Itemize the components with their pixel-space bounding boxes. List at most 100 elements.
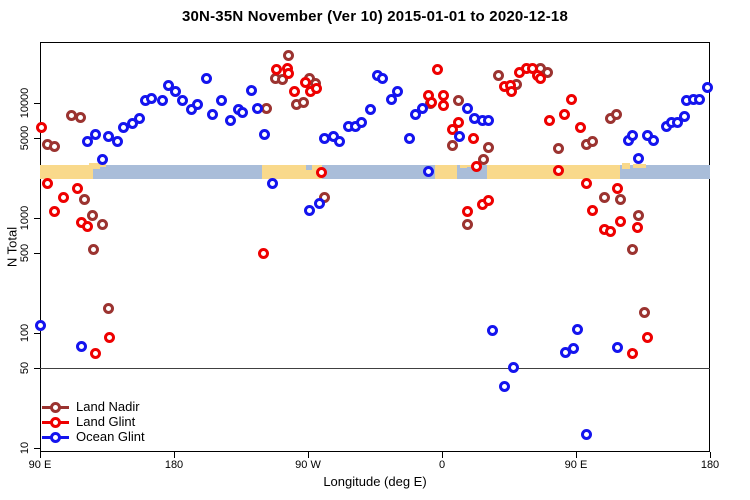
scatter-point-land-glint <box>41 178 53 190</box>
map-band-coast-ocean <box>305 164 312 170</box>
scatter-point-land-nadir <box>482 142 494 154</box>
scatter-point-ocean-glint <box>580 429 592 441</box>
x-axis-title: Longitude (deg E) <box>323 474 427 489</box>
scatter-point-ocean-glint <box>201 73 213 85</box>
map-band-segment-land <box>40 164 93 179</box>
x-tick-label: 0 <box>438 459 446 471</box>
scatter-point-ocean-glint <box>417 103 429 115</box>
scatter-point-ocean-glint <box>117 122 129 134</box>
scatter-point-land-glint <box>586 204 598 216</box>
scatter-point-land-glint <box>437 99 449 111</box>
scatter-point-land-nadir <box>627 244 639 256</box>
scatter-point-land-glint <box>566 93 578 105</box>
scatter-point-ocean-glint <box>567 343 579 355</box>
scatter-point-ocean-glint <box>76 340 88 352</box>
map-band-coast-land <box>99 163 106 167</box>
scatter-point-ocean-glint <box>102 131 114 143</box>
y-tick-label: 1000 <box>19 205 31 231</box>
x-tick-label: 90 E <box>564 459 588 471</box>
scatter-point-ocean-glint <box>216 94 228 106</box>
scatter-point-ocean-glint <box>177 95 189 107</box>
scatter-point-ocean-glint <box>245 84 257 96</box>
scatter-point-ocean-glint <box>251 103 263 115</box>
scatter-point-land-glint <box>299 76 311 88</box>
scatter-point-ocean-glint <box>671 116 683 128</box>
legend-marker-circle <box>50 432 61 443</box>
scatter-point-land-glint <box>580 178 592 190</box>
scatter-point-land-glint <box>289 85 301 97</box>
scatter-point-land-nadir <box>283 49 295 61</box>
map-band-segment-land <box>435 164 457 179</box>
scatter-point-land-nadir <box>493 69 505 81</box>
x-tick <box>576 452 577 458</box>
y-tick <box>34 333 40 334</box>
scatter-point-land-glint <box>627 347 639 359</box>
legend-label: Land Glint <box>76 414 136 430</box>
map-band-coast-land <box>622 162 630 169</box>
scatter-point-land-glint <box>71 182 83 194</box>
scatter-point-land-nadir <box>298 96 310 108</box>
scatter-point-ocean-glint <box>266 178 278 190</box>
map-band-coast-land <box>632 163 646 168</box>
scatter-point-ocean-glint <box>482 114 494 126</box>
scatter-point-ocean-glint <box>303 204 315 216</box>
scatter-point-land-glint <box>461 206 473 218</box>
y-tick-label: 5000 <box>19 125 31 150</box>
scatter-point-land-nadir <box>277 74 289 86</box>
y-tick <box>34 103 40 104</box>
scatter-point-land-glint <box>543 114 555 126</box>
scatter-point-land-glint <box>641 332 653 344</box>
scatter-point-ocean-glint <box>126 118 138 130</box>
scatter-point-ocean-glint <box>694 93 706 105</box>
x-tick <box>174 452 175 458</box>
scatter-point-land-nadir <box>446 139 458 151</box>
scatter-point-land-glint <box>615 215 627 227</box>
scatter-point-ocean-glint <box>146 92 158 104</box>
x-tick-label: 90 W <box>295 459 321 471</box>
scatter-point-ocean-glint <box>314 197 326 209</box>
x-tick <box>710 452 711 458</box>
scatter-point-land-glint <box>558 108 570 120</box>
scatter-point-land-glint <box>432 64 444 76</box>
scatter-point-ocean-glint <box>633 153 645 165</box>
x-tick-label: 90 E <box>28 459 52 471</box>
scatter-point-ocean-glint <box>409 108 421 120</box>
scatter-point-ocean-glint <box>34 319 46 331</box>
legend-label: Ocean Glint <box>76 429 145 445</box>
scatter-point-ocean-glint <box>499 381 511 393</box>
scatter-point-land-glint <box>506 85 518 97</box>
scatter-point-land-nadir <box>461 219 473 231</box>
scatter-point-ocean-glint <box>111 136 123 148</box>
scatter-point-land-glint <box>467 133 479 145</box>
y-tick <box>34 137 40 139</box>
scatter-point-land-glint <box>446 123 458 135</box>
y-tick-label: 100 <box>19 323 31 343</box>
map-band-coast-land <box>89 162 100 169</box>
scatter-point-ocean-glint <box>679 111 691 123</box>
scatter-point-ocean-glint <box>169 86 181 98</box>
y-tick <box>34 218 40 219</box>
scatter-point-ocean-glint <box>333 136 345 148</box>
scatter-point-land-glint <box>604 226 616 238</box>
y-tick-label: 500 <box>19 243 31 262</box>
scatter-point-ocean-glint <box>376 73 388 85</box>
scatter-point-ocean-glint <box>507 362 519 374</box>
scatter-point-land-nadir <box>638 306 650 318</box>
scatter-point-land-nadir <box>610 109 622 121</box>
map-band-coast-land <box>459 164 468 168</box>
scatter-point-land-nadir <box>542 66 554 78</box>
scatter-point-land-nadir <box>74 111 86 123</box>
scatter-point-land-glint <box>631 222 643 234</box>
scatter-point-ocean-glint <box>612 341 624 353</box>
scatter-point-land-glint <box>470 160 482 172</box>
scatter-point-ocean-glint <box>236 106 248 118</box>
map-band-segment-ocean <box>93 164 262 179</box>
y-tick <box>34 252 40 254</box>
scatter-point-land-glint <box>89 347 101 359</box>
scatter-point-ocean-glint <box>82 136 94 148</box>
scatter-point-ocean-glint <box>259 129 271 141</box>
scatter-point-ocean-glint <box>156 95 168 107</box>
scatter-point-land-glint <box>311 82 323 94</box>
scatter-point-ocean-glint <box>647 135 659 147</box>
scatter-point-ocean-glint <box>192 99 204 111</box>
